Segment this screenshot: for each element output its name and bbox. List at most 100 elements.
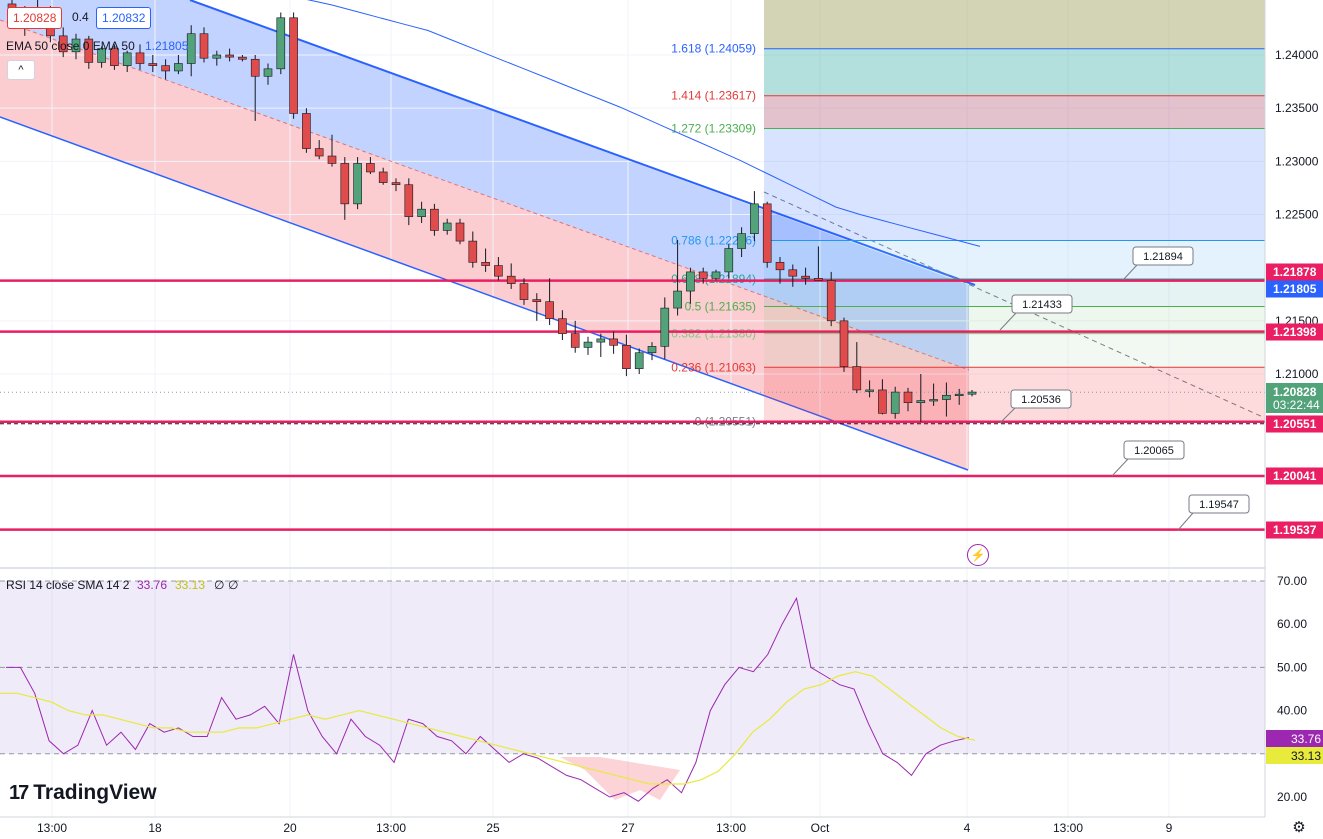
- candle-body: [609, 338, 618, 346]
- price-callout-box: [1188, 494, 1250, 514]
- candle-body: [622, 344, 631, 369]
- rsi-value: 33.76: [137, 578, 168, 592]
- candle-body: [673, 290, 682, 309]
- bid-price-button[interactable]: 1.20828: [7, 7, 63, 29]
- time-tick-label: 9: [1166, 821, 1173, 835]
- candle-body: [686, 271, 695, 292]
- time-tick-label: 25: [486, 821, 500, 835]
- channel-upper-fill: [0, 0, 969, 370]
- rsi-sma-badge: [1266, 747, 1323, 764]
- candle-body: [84, 38, 94, 63]
- candle-body: [430, 208, 439, 231]
- candle-body: [890, 391, 900, 414]
- price-badge: [1266, 467, 1323, 485]
- candle-body: [110, 48, 119, 66]
- callout-pointer: [1122, 264, 1138, 281]
- time-tick-label: 27: [621, 821, 635, 835]
- candle-body: [801, 275, 810, 279]
- channel-middle-line: [0, 19, 970, 371]
- time-tick-label: 13:00: [716, 821, 746, 835]
- candle-body: [302, 113, 311, 149]
- fib-level-label: 0.382 (1.21380): [671, 327, 756, 341]
- candle-body: [519, 283, 529, 300]
- candle-body: [174, 63, 183, 72]
- lightning-icon[interactable]: ⚡: [967, 544, 989, 566]
- price-badge-label: 1.21398: [1273, 325, 1317, 339]
- spread-label: 0.4: [72, 10, 89, 24]
- price-tick-label: 1.22500: [1275, 208, 1319, 222]
- candle-body: [750, 203, 759, 234]
- rsi-indicator-label[interactable]: RSI 14 close SMA 14 2: [6, 578, 130, 592]
- candle-body: [366, 163, 375, 173]
- candle-body: [865, 389, 874, 392]
- candle-body: [647, 346, 657, 354]
- candle-body: [724, 248, 734, 273]
- price-tick-label: 1.24000: [1275, 48, 1319, 62]
- collapse-legend-button[interactable]: ^: [7, 60, 35, 80]
- price-callout-label: 1.20536: [1021, 394, 1061, 406]
- price-callout-label: 1.19547: [1199, 499, 1239, 511]
- time-tick-label: 13:00: [37, 821, 67, 835]
- price-badge: [1266, 383, 1323, 413]
- candle-body: [545, 301, 554, 320]
- channel-upper-line: [189, 0, 976, 286]
- fib-level-label: 0.236 (1.21063): [671, 360, 756, 374]
- price-callout-box: [1011, 294, 1073, 314]
- price-badge: [1266, 263, 1323, 281]
- fib-level-label: 1.414 (1.23617): [671, 89, 756, 103]
- price-badge-label: 1.20551: [1273, 417, 1317, 431]
- fib-level-label: 0.5 (1.21635): [685, 299, 756, 313]
- callout-pointer: [999, 312, 1017, 331]
- price-callout-box: [1010, 389, 1072, 409]
- fib-level-label: 1.618 (1.24059): [671, 42, 756, 56]
- ema-value: 1.21805: [145, 39, 189, 53]
- candle-body: [711, 271, 721, 279]
- candle-body: [58, 35, 68, 53]
- price-badge: [1266, 521, 1323, 539]
- candle-body: [839, 320, 849, 367]
- candle-body: [634, 352, 644, 369]
- candle-body: [289, 17, 298, 114]
- candle-body: [481, 262, 490, 266]
- candle-body: [788, 269, 798, 277]
- price-callout-box: [1123, 440, 1185, 460]
- ema-indicator-label[interactable]: EMA 50 close 0 EMA 50: [6, 39, 135, 53]
- candle-body: [468, 240, 478, 263]
- candle-body: [353, 163, 362, 205]
- price-badge: [1266, 415, 1323, 433]
- price-tick-label: 1.23000: [1275, 154, 1319, 168]
- gear-icon[interactable]: ⚙: [1292, 819, 1306, 836]
- time-tick-label: 18: [148, 821, 162, 835]
- rsi-extra-2: ∅: [228, 578, 239, 592]
- rsi-tick-label: 20.00: [1277, 790, 1307, 804]
- candle-body: [852, 366, 862, 391]
- rsi-extra-1: ∅: [214, 578, 225, 592]
- time-tick-label: 4: [964, 821, 971, 835]
- fib-zone: [764, 333, 1265, 368]
- fib-level-label: 0.786 (1.22256): [671, 233, 756, 247]
- candle-body: [327, 155, 337, 164]
- price-callout-box: [1132, 246, 1194, 266]
- price-badge-label: 1.20041: [1273, 469, 1317, 483]
- candle-body: [199, 33, 209, 59]
- ask-price-button[interactable]: 1.20832: [96, 7, 152, 29]
- time-tick-label: 20: [283, 821, 297, 835]
- callout-pointer: [999, 407, 1016, 424]
- rsi-sma-badge-label: 33.13: [1291, 749, 1321, 763]
- candle-body: [276, 17, 286, 70]
- channel-lower-fill: [0, 20, 969, 470]
- tradingview-logo[interactable]: 17 TradingView: [9, 781, 157, 805]
- candle-body: [583, 341, 593, 348]
- candle-body: [122, 52, 132, 66]
- candle-body: [378, 171, 388, 183]
- candle-body: [314, 148, 324, 157]
- callout-pointer: [1111, 458, 1129, 477]
- rsi-badge-label: 33.76: [1291, 732, 1321, 746]
- candle-body: [954, 393, 964, 397]
- time-tick-label: 13:00: [376, 821, 406, 835]
- candle-body: [455, 222, 465, 242]
- candle-body: [532, 299, 542, 302]
- candle-body: [814, 277, 823, 281]
- candle-body: [737, 233, 746, 249]
